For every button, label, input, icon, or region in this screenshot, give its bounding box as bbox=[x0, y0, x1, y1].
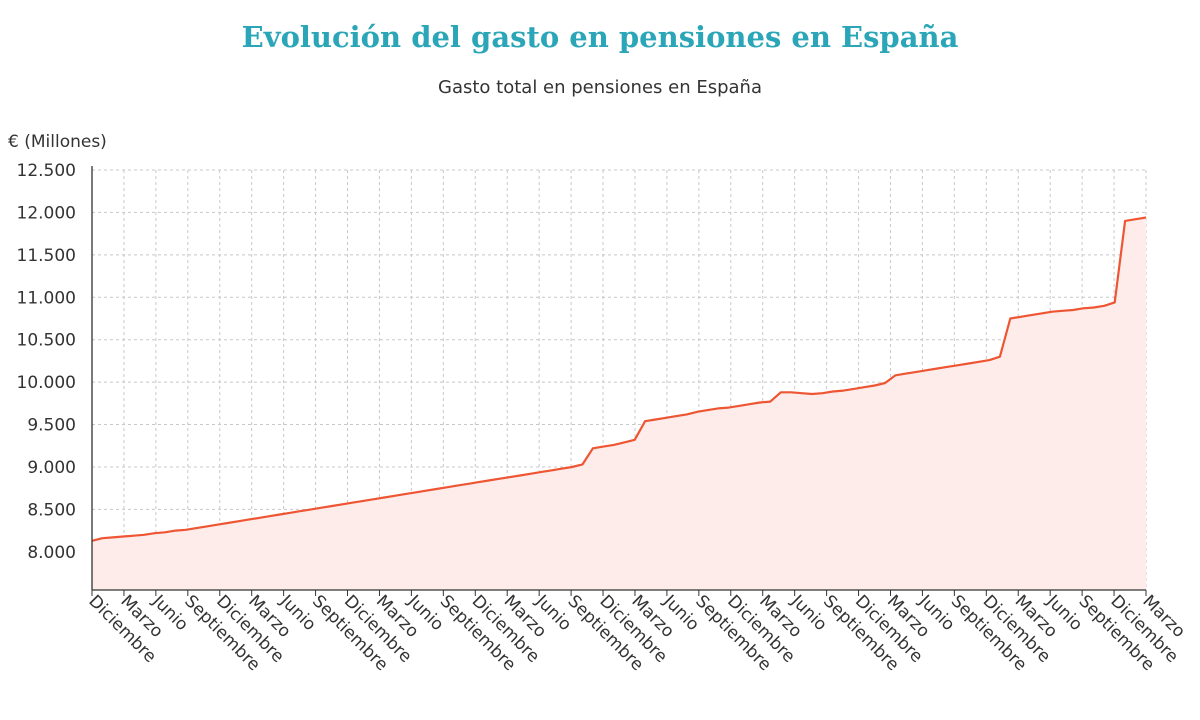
y-tick-label: 11.500 bbox=[17, 246, 76, 266]
y-tick-label: 9.000 bbox=[27, 458, 76, 478]
y-tick-label: 12.500 bbox=[17, 161, 76, 181]
series-line bbox=[91, 216, 1147, 542]
y-tick-label: 11.000 bbox=[17, 288, 76, 308]
y-axis-ticks: 8.000 8.500 9.000 9.500 10.000 10.500 11.000 11… bbox=[17, 161, 76, 563]
y-axis-title: € (Millones) bbox=[8, 132, 107, 152]
chart-title: Evolución del gasto en pensiones en Espa… bbox=[241, 20, 959, 54]
y-tick-label: 9.500 bbox=[27, 416, 76, 436]
y-tick-label: 10.500 bbox=[17, 331, 76, 351]
y-tick-label: 12.000 bbox=[17, 203, 76, 223]
y-tick-label: 8.500 bbox=[27, 500, 76, 520]
area-layer bbox=[91, 216, 1147, 590]
y-tick-label: 8.000 bbox=[27, 543, 76, 563]
axes bbox=[91, 166, 1147, 596]
x-axis-ticks: DiciembreMarzoJunioSeptiembreDiciembreMa… bbox=[84, 591, 1188, 675]
y-tick-label: 10.000 bbox=[17, 373, 76, 393]
series-area bbox=[92, 217, 1146, 590]
chart-subtitle: Gasto total en pensiones en España bbox=[438, 77, 762, 98]
